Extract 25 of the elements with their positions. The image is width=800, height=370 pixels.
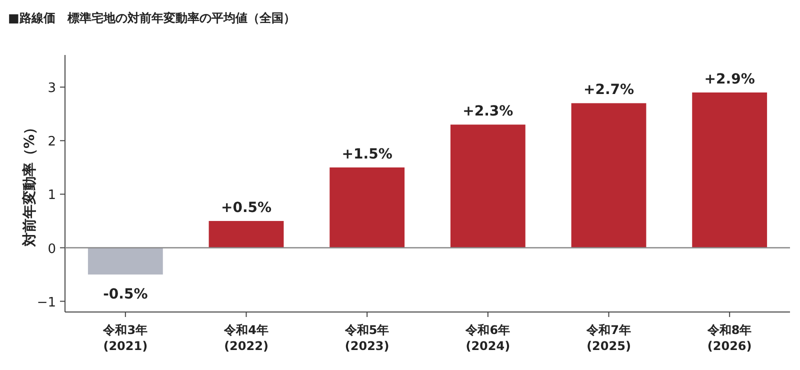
bar (571, 103, 646, 248)
bar (692, 92, 768, 248)
y-tick-label: 2 (48, 134, 56, 150)
x-tick-label: 令和8年 (2026) (706, 323, 752, 353)
x-tick-label: 令和6年 (2024) (464, 323, 510, 353)
y-tick-label: 3 (48, 81, 56, 96)
y-axis-title: 対前年変動率（%） (21, 120, 38, 248)
data-label: +1.5% (342, 146, 392, 162)
bar (330, 167, 405, 248)
x-tick-label: 令和7年 (2025) (586, 323, 631, 353)
bar (208, 220, 284, 248)
bar (450, 124, 526, 248)
x-tick-label: 令和4年 (2022) (223, 323, 268, 353)
data-label: +2.3% (462, 104, 514, 120)
data-label: +2.7% (583, 82, 634, 98)
x-tick-label: 令和3年 (2021) (102, 323, 148, 353)
bar (88, 248, 163, 275)
chart-title: ■路線価 標準宅地の対前年変動率の平均値（全国） (8, 11, 296, 25)
y-tick-label: 1 (48, 188, 56, 204)
data-label: -0.5% (103, 286, 148, 303)
data-label: +0.5% (220, 200, 272, 216)
x-tick-label: 令和5年 (2023) (344, 323, 390, 353)
y-tick-label: 0 (48, 242, 56, 257)
y-tick-label: −1 (36, 295, 56, 310)
data-label: +2.9% (704, 71, 755, 88)
